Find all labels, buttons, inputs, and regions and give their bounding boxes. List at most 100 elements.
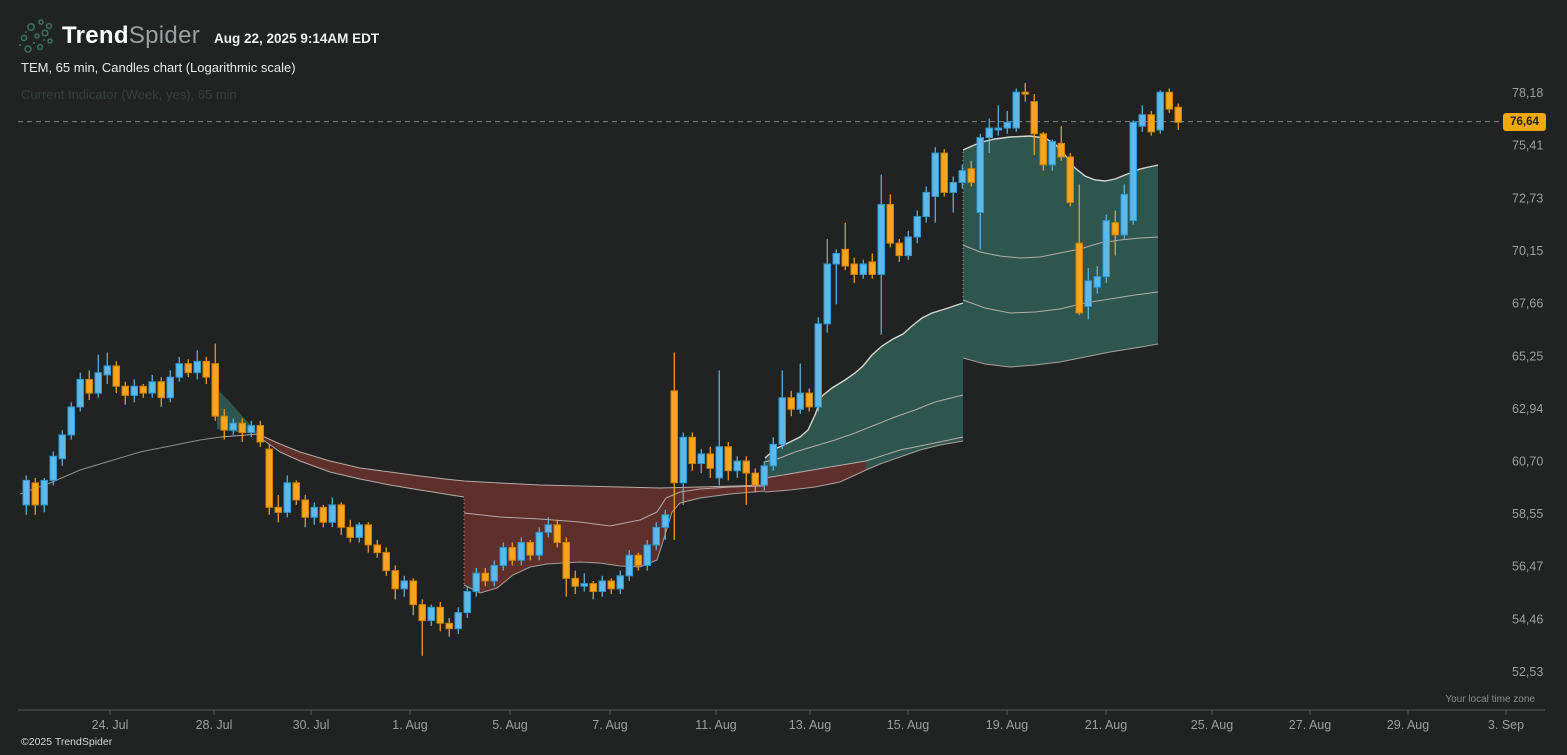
chart-title: TEM, 65 min, Candles chart (Logarithmic … <box>21 60 296 75</box>
candle-body <box>139 385 147 394</box>
copyright-note: ©2025 TrendSpider <box>21 736 113 748</box>
candle-body <box>940 152 948 193</box>
candle-body <box>886 203 894 244</box>
candle-body <box>715 446 723 479</box>
candle-body <box>157 381 165 399</box>
candle-body <box>661 514 669 528</box>
candle-body <box>679 436 687 484</box>
x-axis-label: 7. Aug <box>592 718 627 732</box>
candle-body <box>247 425 255 434</box>
candle-body <box>733 460 741 472</box>
candle-body <box>931 152 939 197</box>
x-axis-label: 28. Jul <box>196 718 233 732</box>
current-price-badge: 76,64 <box>1503 113 1546 131</box>
logo-word-spider: Spider <box>128 22 201 49</box>
candle-body <box>130 385 138 396</box>
candle-body <box>292 482 300 501</box>
candle-body <box>688 436 696 464</box>
candle-body <box>508 547 516 561</box>
logo-wordmark: TrendSpider <box>62 24 200 48</box>
candle-body <box>301 499 309 518</box>
x-axis-label: 21. Aug <box>1085 718 1127 732</box>
candle-body <box>841 248 849 267</box>
candle-body <box>625 554 633 577</box>
candle-body <box>1012 91 1020 129</box>
candle-body <box>895 242 903 257</box>
y-axis-label: 56,47 <box>1512 560 1543 574</box>
y-axis-label: 52,53 <box>1512 665 1543 679</box>
candle-body <box>364 524 372 546</box>
candle-body <box>1156 91 1164 131</box>
y-axis-label: 70,15 <box>1512 244 1543 258</box>
indicator-label: Current Indicator (Week, yes), 65 min <box>21 87 237 102</box>
candle-body <box>265 448 273 508</box>
candle-body <box>85 378 93 394</box>
candle-body <box>373 544 381 554</box>
candle-body <box>49 455 57 481</box>
y-axis-label: 75,41 <box>1512 139 1543 153</box>
cloud-region-bull-cloud-week4 <box>963 136 1158 367</box>
y-axis-label: 58,55 <box>1512 507 1543 521</box>
x-axis-label: 27. Aug <box>1289 718 1331 732</box>
candle-body <box>877 203 885 275</box>
candle-body <box>778 397 786 445</box>
cloud-region-bear-sliver-week3 <box>765 461 866 492</box>
x-axis-label: 19. Aug <box>986 718 1028 732</box>
x-axis-label: 11. Aug <box>695 718 737 732</box>
cloud-line-bull-week4-line3 <box>962 291 1159 314</box>
candle-body <box>823 263 831 325</box>
app-header: TrendSpider Aug 22, 2025 9:14AM EDT <box>16 16 379 56</box>
candle-body <box>427 606 435 622</box>
candle-body <box>1129 121 1137 222</box>
candle-body <box>1120 193 1128 236</box>
candle-body <box>418 604 426 622</box>
candle-body <box>859 263 867 275</box>
candle-body <box>1057 142 1065 158</box>
candle-body <box>634 554 642 566</box>
candle-body <box>166 376 174 399</box>
candle-body <box>40 479 48 506</box>
x-axis-label: 1. Aug <box>392 718 427 732</box>
candle-body <box>1147 114 1155 133</box>
candle-body <box>805 392 813 408</box>
y-axis-label: 54,46 <box>1512 612 1543 626</box>
candle-body <box>1021 91 1029 95</box>
candle-body <box>1138 114 1146 127</box>
candle-body <box>337 504 345 528</box>
candle-body <box>256 425 264 443</box>
candle-body <box>580 583 588 587</box>
candle-body <box>499 547 507 566</box>
cloud-line-bear-week1-bottom <box>257 435 465 498</box>
candle-body <box>31 482 39 506</box>
cloud-region-bull-cloud-week3 <box>765 303 963 492</box>
candle-body <box>913 216 921 238</box>
x-axis-label: 15. Aug <box>887 718 929 732</box>
candle-body <box>328 504 336 523</box>
candle-body <box>121 385 129 396</box>
candle-body <box>751 472 759 486</box>
x-axis-label: 29. Aug <box>1387 718 1429 732</box>
trendspider-logo-icon <box>18 19 53 53</box>
x-axis-label: 5. Aug <box>492 718 527 732</box>
candle-body <box>1030 101 1038 135</box>
candle-body <box>184 363 192 374</box>
candle-body <box>850 263 858 275</box>
candle-body <box>643 544 651 566</box>
candle-body <box>445 622 453 630</box>
candle-body <box>526 541 534 556</box>
candle-body <box>607 580 615 590</box>
candle-body <box>1048 140 1056 166</box>
candle-body <box>391 570 399 590</box>
candle-body <box>319 506 327 523</box>
candle-body <box>1084 280 1092 307</box>
cloud-line-bull-week3-bottom <box>764 440 964 493</box>
cloud-line-bull-week4-bottom <box>962 343 1159 368</box>
candle-body <box>220 415 228 431</box>
candle-body <box>814 323 822 408</box>
logo-word-trend: Trend <box>62 22 129 49</box>
candle-body <box>112 365 120 387</box>
candle-body <box>1102 220 1110 278</box>
y-axis-label: 60,70 <box>1512 455 1543 469</box>
y-axis-label: 65,25 <box>1512 349 1543 363</box>
